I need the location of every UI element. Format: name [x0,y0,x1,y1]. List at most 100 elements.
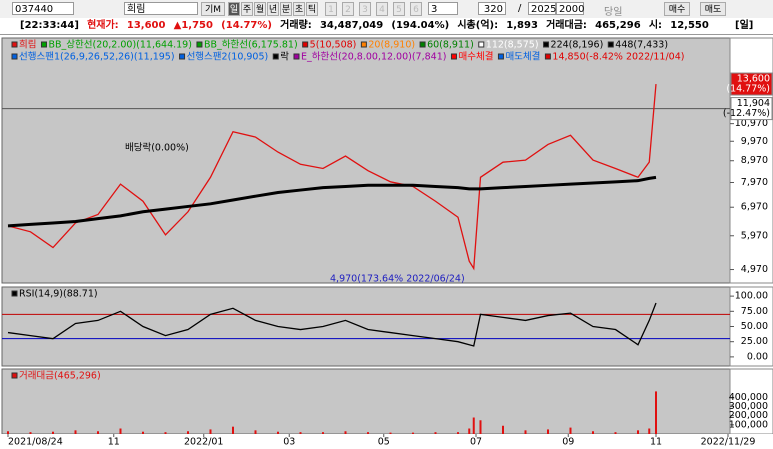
period-button[interactable]: 년 [267,2,279,16]
legend-swatch [179,53,186,60]
volume-bar [29,432,32,434]
marker-note: (14.77%) [726,84,770,95]
volume-bar [524,430,527,434]
period-button[interactable]: 일 [228,2,240,16]
x-tick-label: 2022/01 [184,437,223,448]
volume-bar [655,391,657,434]
toolbar: 037440 희림 기M 일 주 월 년 분 초 틱 1 2 3 4 5 6 3… [0,0,773,19]
legend-swatch [11,290,18,297]
volume-bar [389,432,392,434]
series-line [7,83,657,271]
y-tick-label: 100,000 [729,419,768,430]
volume-bar [232,426,234,434]
slot-button[interactable]: 1 [325,2,337,16]
x-tick-label: 11 [108,437,120,448]
legend-swatch [478,41,485,48]
slot-button[interactable]: 6 [410,2,422,16]
legend-swatch [419,41,426,48]
y-tick-label: 10,970 [735,118,768,129]
y-tick-label: 200,000 [729,410,768,421]
volume-bar [367,432,369,434]
legend-swatch [40,41,47,48]
slot-button[interactable]: 2 [342,2,354,16]
name-input[interactable]: 희림 [124,2,198,15]
period-button[interactable]: 분 [280,2,292,16]
legend-swatch [293,53,300,60]
legend-label: 락 [280,51,289,63]
series-line [7,302,657,347]
period-button[interactable]: 틱 [306,2,318,16]
buy-button[interactable]: 매수 [664,2,690,16]
info-bar: [22:33:44] 현재가: 13,600 ▲1,750 (14.77%) 거… [0,18,773,35]
volume-bar [74,430,77,434]
volume-bar [614,432,617,434]
panel-bg [1,368,731,435]
amount: 465,296 [595,20,641,31]
volume-bar [434,432,437,434]
y-tick-label: 9,970 [741,136,768,147]
separator: / [518,3,522,14]
panel-bg [1,37,731,284]
slot-select[interactable]: 3 [428,2,458,15]
y-tick-label: 8,970 [741,155,768,166]
x-tick-label: 03 [283,437,295,448]
slot-button[interactable]: 5 [393,2,405,16]
panel-bg [1,286,731,367]
x-tick-label: 2022/11/29 [701,437,756,448]
legend-label: BB_하한선(6,175.81) [204,39,298,51]
y-tick-label: 25.00 [741,336,768,347]
legend-label: 5(10,508) [310,40,357,51]
volume-bar [479,420,482,434]
volume-bar [344,431,347,434]
legend-label: 60(8,911) [427,40,474,51]
legend-label: 희림 [19,39,36,51]
axis-bg [729,286,773,367]
volume-bar [209,429,212,434]
range-input[interactable]: 2025 [528,2,556,15]
x-tick-label: 07 [470,437,482,448]
legend-label: 20(8,910) [368,40,415,51]
volume-pct: (194.04%) [391,20,450,31]
y-tick-label: 300,000 [729,401,768,412]
legend-label: 매도체결 [505,52,540,63]
volume-bar [569,427,572,434]
legend-label: RSI(14,9)(88.71) [19,289,98,300]
legend-swatch [11,53,18,60]
legend-swatch [497,53,504,60]
legend-swatch [272,53,279,60]
time: [22:33:44] [20,20,79,31]
legend-swatch [544,53,551,60]
period-button[interactable]: 초 [293,2,305,16]
x-tick-label: 2021/08/24 [8,437,63,448]
marker-box [730,72,773,96]
x-tick-label: 11 [650,437,662,448]
period-button[interactable]: 주 [241,2,253,16]
label: 거래대금: [546,20,587,31]
volume: 34,487,049 [319,20,384,31]
y-tick-label: 400,000 [729,392,768,403]
volume-bar [97,431,99,434]
legend-label: 112(8,575) [486,40,539,51]
volume-bar [119,428,122,434]
sell-button[interactable]: 매도 [700,2,726,16]
slot-button[interactable]: 4 [376,2,388,16]
zoom-input[interactable]: 2000 [556,2,584,15]
legend-swatch [607,41,614,48]
count-input[interactable]: 320 [478,2,506,15]
legend-swatch [360,41,367,48]
period-button[interactable]: 월 [254,2,266,16]
mode-button[interactable]: 기M [201,2,225,16]
volume-bar [142,431,144,434]
today-check[interactable]: 당일 [604,7,623,18]
y-tick-label: 7,970 [741,177,768,188]
legend-swatch [196,41,203,48]
volume-bar [52,431,54,434]
legend-label: 선행스팬1(26,9,26,52,26)(11,195) [19,51,175,63]
y-tick-label: 100.00 [735,291,768,302]
slot-button[interactable]: 3 [359,2,371,16]
annotation: 4,970(173.64% 2022/06/24) [330,274,465,285]
legend-label: E_하한선(20,8.00,12.00)(7,841) [301,51,446,63]
code-input[interactable]: 037440 [12,2,74,15]
